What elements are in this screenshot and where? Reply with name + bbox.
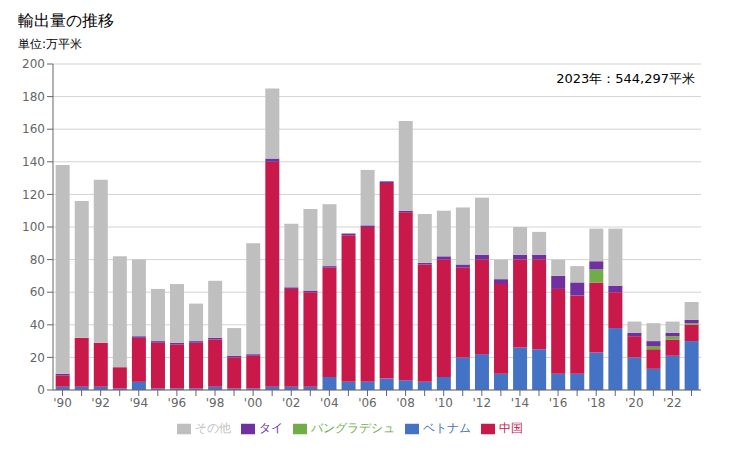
svg-text:20: 20: [30, 351, 45, 365]
svg-text:'04: '04: [320, 396, 339, 410]
svg-text:'96: '96: [168, 396, 187, 410]
svg-text:100: 100: [22, 220, 45, 234]
svg-text:'20: '20: [625, 396, 644, 410]
html-text:タイ: タイ: [258, 421, 283, 435]
svg-text:'00: '00: [244, 396, 263, 410]
svg-text:'92: '92: [91, 396, 110, 410]
html-text:中国: 中国: [498, 421, 523, 435]
svg-text:200: 200: [22, 57, 45, 71]
svg-text:'18: '18: [587, 396, 606, 410]
svg-text:0: 0: [37, 383, 45, 397]
svg-text:'02: '02: [282, 396, 301, 410]
svg-text:120: 120: [22, 188, 45, 202]
html-text:単位:万平米: 単位:万平米: [18, 37, 82, 51]
svg-text:'10: '10: [434, 396, 453, 410]
svg-text:'16: '16: [549, 396, 568, 410]
svg-text:'08: '08: [396, 396, 415, 410]
svg-text:80: 80: [30, 253, 45, 267]
html-text:バングラデシュ: バングラデシュ: [310, 421, 395, 435]
svg-text:140: 140: [22, 155, 45, 169]
svg-text:'14: '14: [511, 396, 530, 410]
svg-text:'06: '06: [358, 396, 377, 410]
svg-text:'94: '94: [129, 396, 148, 410]
svg-text:'22: '22: [663, 396, 682, 410]
svg-text:40: 40: [30, 318, 45, 332]
svg-text:160: 160: [22, 122, 45, 136]
svg-text:180: 180: [22, 90, 45, 104]
svg-text:60: 60: [30, 285, 45, 299]
svg-text:'12: '12: [473, 396, 492, 410]
svg-text:'98: '98: [206, 396, 225, 410]
html-text:ベトナム: ベトナム: [422, 421, 471, 435]
html-text:その他: その他: [194, 421, 231, 435]
html-text:2023年：544,297平米: 2023年：544,297平米: [556, 71, 695, 86]
svg-text:'90: '90: [53, 396, 72, 410]
html-text:輸出量の推移: 輸出量の推移: [18, 11, 114, 30]
